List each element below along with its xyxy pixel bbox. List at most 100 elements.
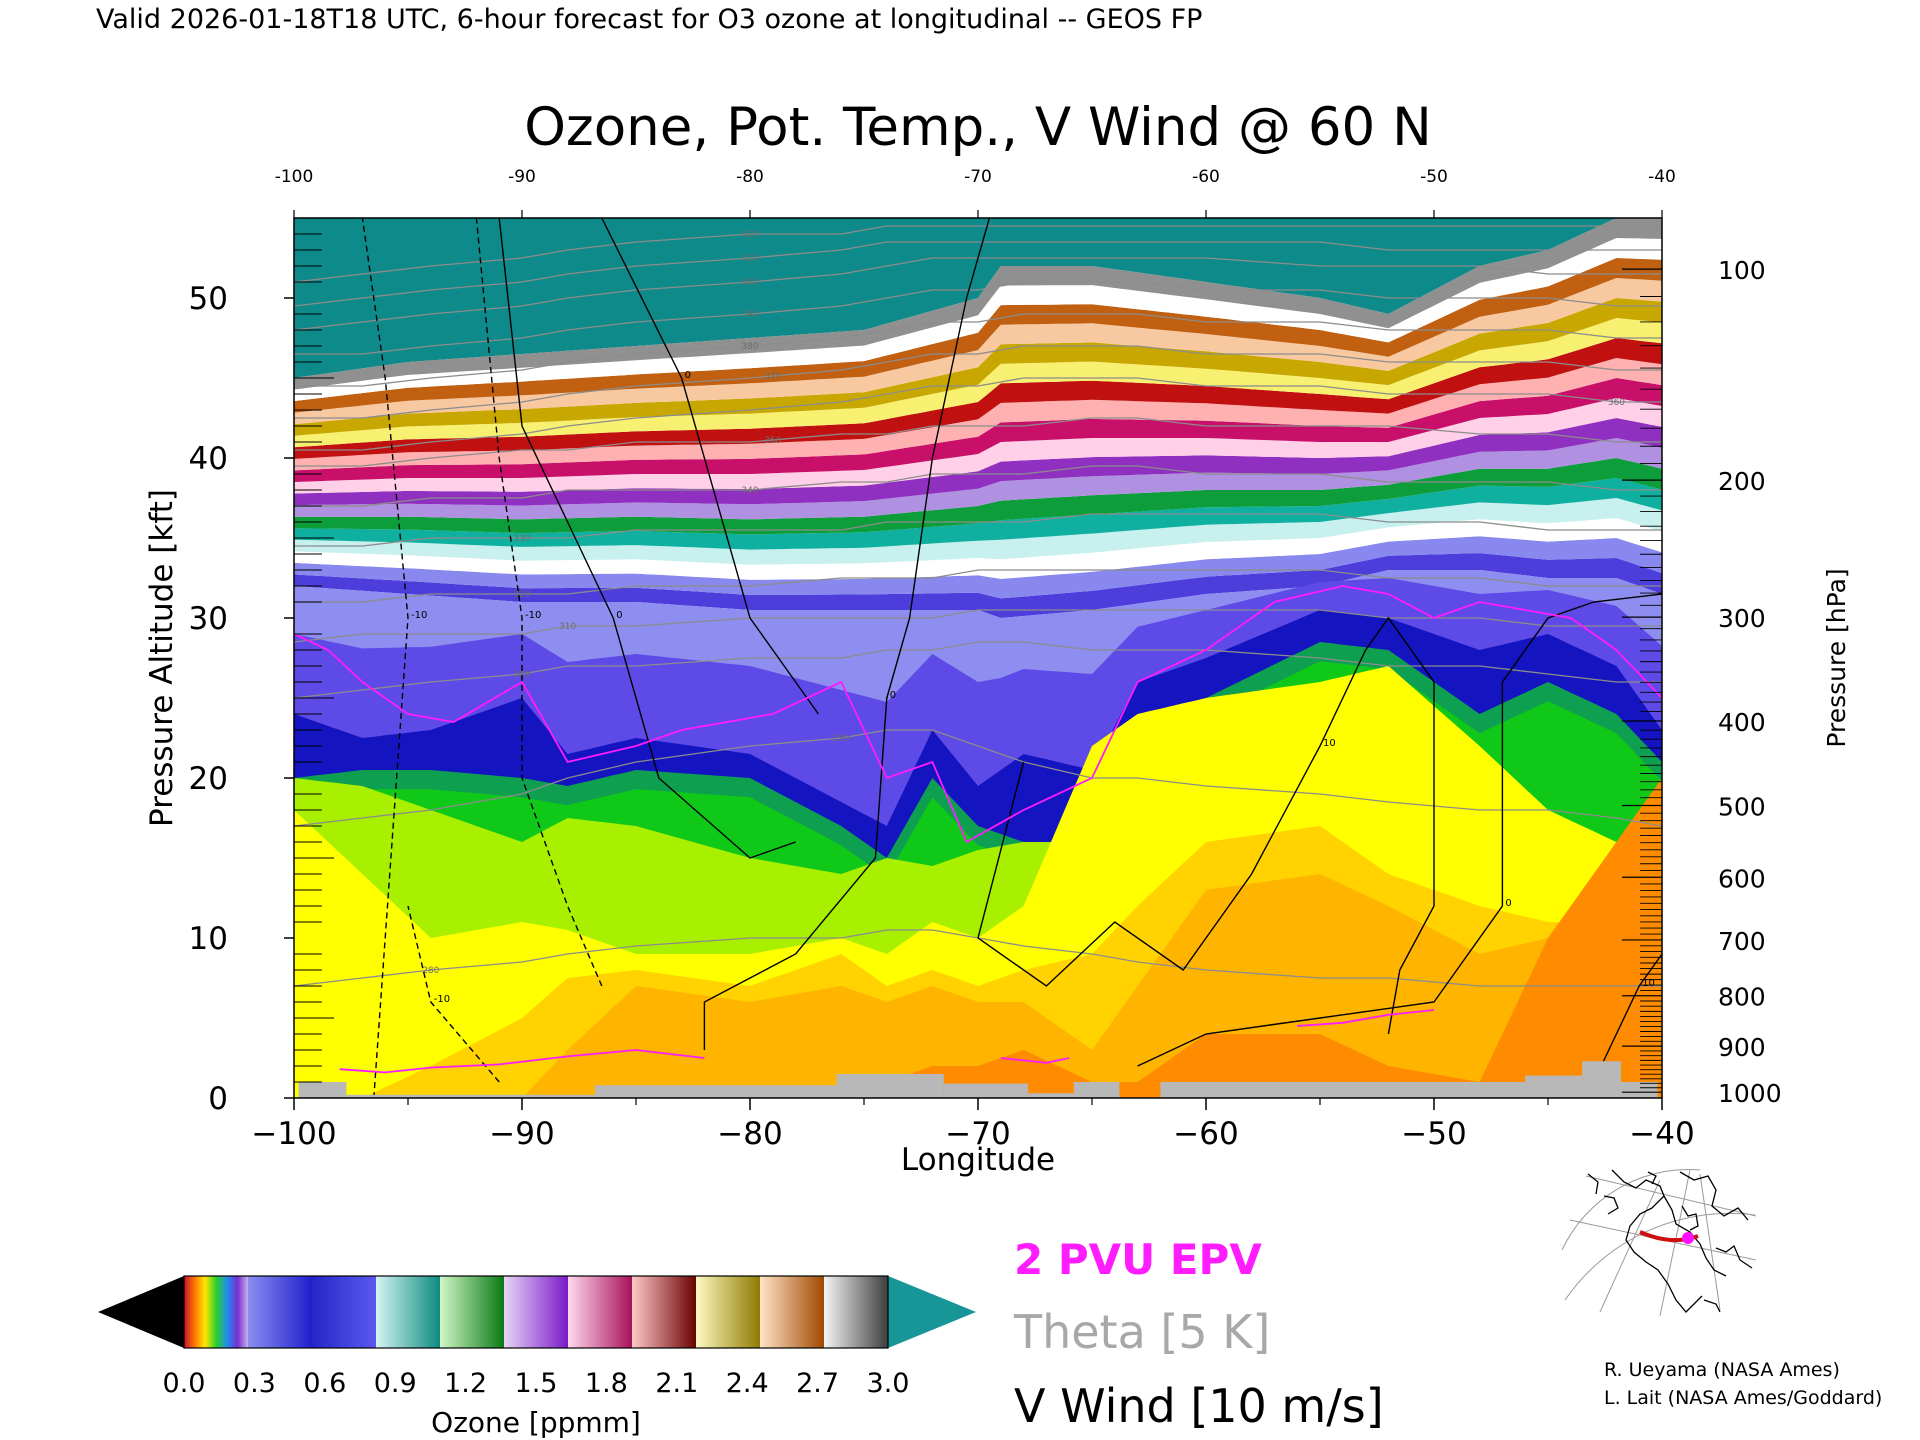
colorbar: 0.0 0.3 0.6 0.9 1.2 1.5 1.8 2.1 2.4 2.7 3.0 Ozone … — [98, 1275, 976, 1439]
vwind-contour — [703, 218, 991, 1050]
y-axis-label: Pressure Altitude [kft] — [144, 489, 180, 827]
colorbar-tick-label: 2.1 — [655, 1368, 698, 1399]
map-graticule — [1561, 1169, 1757, 1317]
colorbar-tick-label: 0.0 — [163, 1368, 206, 1399]
surface-cell — [836, 1074, 944, 1098]
theta-contour — [294, 465, 1662, 507]
surface-cell — [594, 1085, 837, 1098]
surface-cell — [943, 1083, 1029, 1098]
theta-contour-label: 400 — [741, 278, 758, 288]
colorbar-tick-label: 1.2 — [444, 1368, 487, 1399]
vwind-contour-label: -10 — [525, 610, 541, 621]
colorbar-tick-label: 0.3 — [233, 1368, 276, 1399]
ozone-band — [294, 338, 1662, 459]
theta-contour — [294, 225, 1662, 283]
colorbar-tick-label: 1.8 — [585, 1368, 628, 1399]
theta-contour — [294, 345, 1662, 419]
legend-epv: 2 PVU EPV — [1014, 1235, 1262, 1284]
vwind-contour — [977, 616, 1435, 1035]
ozone-band — [294, 358, 1662, 471]
x-top-tick-label: -50 — [1420, 167, 1448, 187]
x-top-tick-label: -100 — [275, 167, 314, 187]
map-inset-background — [1560, 1168, 1760, 1318]
surface-cell — [298, 1082, 347, 1098]
vwind-contour-label: -10 — [434, 994, 450, 1005]
vwind-contour-layer: -10 -10 -10 0 0 0 10 0 10 — [361, 218, 1662, 1098]
theta-contour-label: 370 — [764, 372, 781, 382]
x-tick-label: −50 — [1401, 1116, 1466, 1152]
x-top-tick-label: -40 — [1648, 167, 1676, 187]
x-top-tick-label: -70 — [964, 167, 992, 187]
pressure-tick-label: 800 — [1718, 983, 1766, 1012]
colorbar-segment — [312, 1276, 377, 1348]
map-cross-section — [1639, 1230, 1699, 1244]
y-tick-label: 10 — [189, 921, 228, 957]
colorbar-segment — [760, 1276, 825, 1348]
ozone-band — [294, 318, 1662, 448]
ozone-band — [294, 498, 1662, 565]
vwind-contour — [498, 218, 796, 859]
surface-cell — [1028, 1093, 1074, 1098]
vwind-contour — [1137, 593, 1662, 1067]
x-tick-label: −80 — [717, 1116, 782, 1152]
surface-cell — [1160, 1082, 1526, 1098]
surface-cell — [1620, 1082, 1658, 1098]
x-tick-label: −40 — [1629, 1116, 1694, 1152]
x-tick-label: −90 — [489, 1116, 554, 1152]
theta-contour — [294, 569, 1662, 603]
colorbar-above-triangle — [888, 1276, 976, 1348]
colorbar-segment — [632, 1276, 697, 1348]
colorbar-tick-label: 0.6 — [303, 1368, 346, 1399]
x-tick-label: −70 — [945, 1116, 1010, 1152]
colorbar-segment — [504, 1276, 569, 1348]
colorbar-tick-labels: 0.0 0.3 0.6 0.9 1.2 1.5 1.8 2.1 2.4 2.7 3.0 — [163, 1368, 910, 1399]
theta-contour — [294, 241, 1662, 307]
colorbar-segment — [696, 1276, 761, 1348]
map-inset — [1560, 1168, 1760, 1318]
vwind-contour-label: 0 — [685, 370, 691, 381]
theta-contour-label: 330 — [513, 534, 530, 544]
theta-contour — [294, 609, 1662, 643]
ozone-band — [294, 418, 1662, 506]
pressure-tick-label: 700 — [1718, 927, 1766, 956]
x-top-tick-label: -90 — [508, 167, 536, 187]
plot-area: 2802903003103203303403503603703803904004… — [294, 218, 1662, 1098]
vwind-contour — [361, 218, 409, 1098]
epv-contour-layer — [294, 585, 1662, 1074]
colorbar-frame — [183, 1275, 889, 1349]
colorbar-below-triangle — [98, 1276, 184, 1348]
y-tick-label: 0 — [208, 1081, 228, 1117]
pressure-tick-label: 500 — [1718, 793, 1766, 822]
ozone-band — [294, 478, 1662, 550]
theta-contour — [294, 281, 1662, 355]
ozone-band — [294, 458, 1662, 535]
credit-line-1: R. Ueyama (NASA Ames) — [1604, 1359, 1840, 1381]
ozone-band — [294, 518, 1662, 580]
theta-contour-label: 290 — [833, 734, 850, 744]
pressure-tick-label: 900 — [1718, 1033, 1766, 1062]
vwind-contour-label: 0 — [890, 690, 896, 701]
ozone-band — [294, 218, 1662, 390]
vwind-contour-label: 10 — [1323, 738, 1336, 749]
theta-contour — [294, 513, 1662, 547]
ozone-band — [294, 298, 1662, 436]
theta-contour-label: 310 — [559, 622, 576, 632]
colorbar-segments — [184, 1276, 889, 1348]
theta-contour — [294, 641, 1662, 699]
surface-layer — [298, 1061, 1658, 1098]
vwind-contour — [475, 218, 603, 987]
theta-contour-label: 280 — [422, 966, 439, 976]
colorbar-segment — [824, 1276, 889, 1348]
y-tick-label: 30 — [189, 601, 228, 637]
surface-cell — [346, 1094, 595, 1098]
pressure-tick-label: 300 — [1718, 604, 1766, 633]
theta-contour-label: 320 — [513, 590, 530, 600]
theta-contour-label: 350 — [764, 436, 781, 446]
ozone-band — [294, 278, 1662, 425]
vwind-contour — [1592, 953, 1662, 1083]
y-tick-label: 40 — [189, 441, 228, 477]
theta-contour-label: 390 — [741, 310, 758, 320]
legend-theta: Theta [5 K] — [1013, 1305, 1270, 1359]
theta-contour — [294, 313, 1662, 387]
colorbar-tick-label: 2.4 — [726, 1368, 769, 1399]
